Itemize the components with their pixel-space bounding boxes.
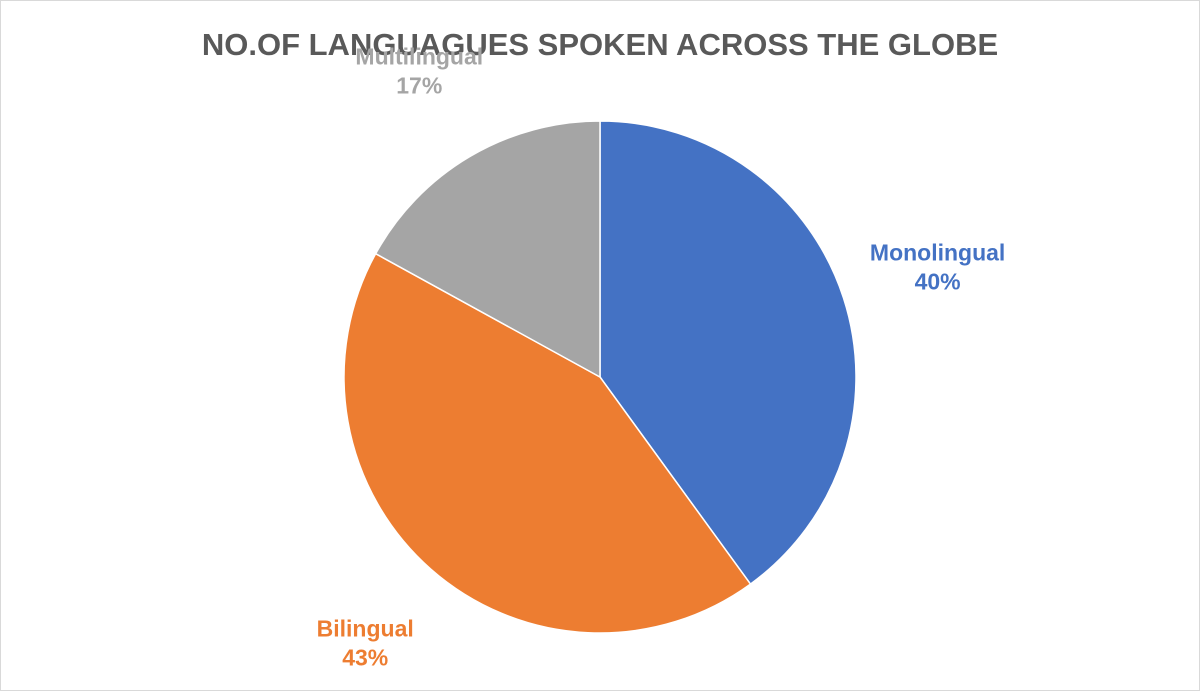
slice-value-label: 40%	[915, 268, 961, 294]
slice-value-label: 43%	[342, 644, 388, 670]
pie-slice	[374, 120, 601, 379]
pie-slice	[343, 252, 752, 634]
chart-title: NO.OF LANGUAGUES SPOKEN ACROSS THE GLOBE	[202, 27, 998, 62]
slice-label: Bilingual	[317, 615, 414, 641]
slice-label: Monolingual	[870, 239, 1005, 265]
pie-slice	[599, 120, 857, 586]
slice-value-label: 17%	[396, 73, 442, 99]
slice-label: Multilingual	[355, 44, 483, 70]
